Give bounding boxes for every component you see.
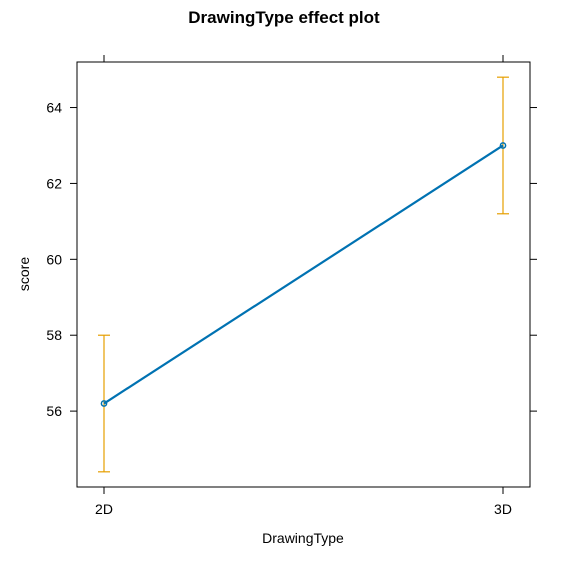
x-tick-label: 2D xyxy=(95,501,113,517)
data-points xyxy=(100,142,507,407)
x-tick-label: 3D xyxy=(494,501,512,517)
axis-ticks: 56 58 60 62 64 2D 3D xyxy=(46,55,537,517)
data-point-2D xyxy=(100,400,108,407)
y-tick-label: 60 xyxy=(46,251,62,267)
y-axis-label: score xyxy=(16,257,32,291)
x-axis-label: DrawingType xyxy=(262,530,344,546)
y-tick-label: 58 xyxy=(46,327,62,343)
y-tick-label: 56 xyxy=(46,403,62,419)
plot-frame xyxy=(76,61,531,488)
series-line xyxy=(103,144,504,405)
y-tick-label: 64 xyxy=(46,100,62,116)
series-lines xyxy=(103,144,504,405)
chart-title: DrawingType effect plot xyxy=(188,8,380,27)
y-tick-label: 62 xyxy=(46,175,62,191)
data-point-3D xyxy=(499,142,507,149)
